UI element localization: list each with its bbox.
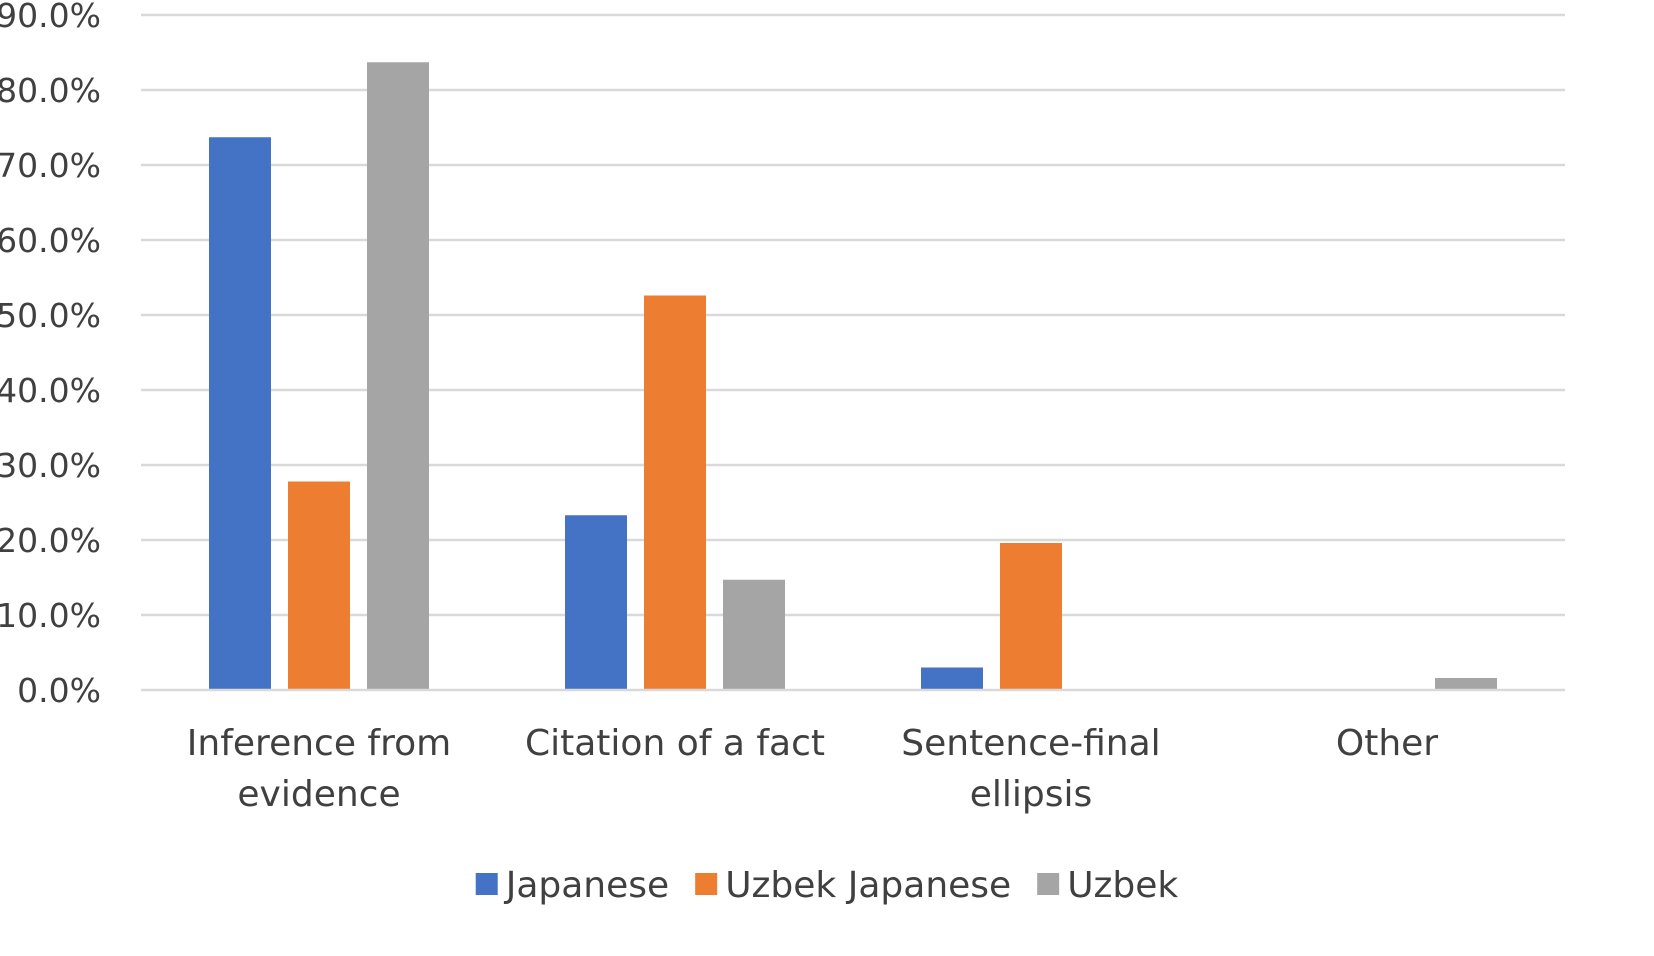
x-tick-label-line: ellipsis bbox=[970, 774, 1093, 815]
bar-uzbek-japanese-0 bbox=[288, 481, 350, 690]
bar-japanese-2 bbox=[921, 667, 983, 690]
bar-uzbek-japanese-1 bbox=[644, 295, 706, 690]
y-tick-label: 60.0% bbox=[0, 221, 101, 260]
bar-uzbek-3 bbox=[1435, 678, 1497, 690]
bar-uzbek-1 bbox=[723, 579, 785, 690]
legend-item-uzbek: Uzbek bbox=[1037, 865, 1178, 906]
y-tick-label: 10.0% bbox=[0, 596, 101, 635]
bar-japanese-0 bbox=[209, 137, 271, 690]
x-axis-tick-labels: Inference from evidence Citation of a fact… bbox=[187, 723, 1439, 815]
y-tick-label: 50.0% bbox=[0, 296, 101, 335]
legend-label: Uzbek Japanese bbox=[725, 865, 1011, 906]
x-tick-label-line: Sentence-final bbox=[901, 723, 1160, 764]
bar-uzbek-japanese-2 bbox=[1000, 543, 1062, 690]
x-tick-label-line: Inference from bbox=[187, 723, 451, 764]
x-tick-label: Other bbox=[1336, 723, 1438, 764]
bar-japanese-1 bbox=[565, 515, 627, 690]
legend-item-uzbek-japanese: Uzbek Japanese bbox=[695, 865, 1011, 906]
y-tick-label: 70.0% bbox=[0, 146, 101, 185]
legend-item-japanese: Japanese bbox=[475, 865, 669, 906]
x-tick-label-line: Citation of a fact bbox=[525, 723, 825, 764]
legend-label: Japanese bbox=[504, 865, 669, 906]
y-tick-label: 90.0% bbox=[0, 0, 101, 35]
x-tick-label: Sentence-final ellipsis bbox=[901, 723, 1160, 815]
bar-uzbek-0 bbox=[367, 62, 429, 690]
y-tick-label: 80.0% bbox=[0, 71, 101, 110]
legend-swatch bbox=[1037, 873, 1060, 895]
legend-swatch bbox=[475, 873, 498, 895]
x-tick-label: Inference from evidence bbox=[187, 723, 451, 815]
x-tick-label: Citation of a fact bbox=[525, 723, 825, 764]
legend-label: Uzbek bbox=[1067, 865, 1178, 906]
x-tick-label-line: Other bbox=[1336, 723, 1438, 764]
y-tick-label: 20.0% bbox=[0, 521, 101, 560]
gridlines bbox=[141, 13, 1565, 617]
legend-swatch bbox=[695, 873, 718, 895]
y-axis-tick-labels: 0.0% 10.0% 20.0% 30.0% 40.0% 50.0% 60.0% 70.0% 8… bbox=[0, 0, 101, 710]
y-tick-label: 40.0% bbox=[0, 371, 101, 410]
x-tick-label-line: evidence bbox=[237, 774, 400, 815]
legend: Japanese Uzbek Japanese Uzbek bbox=[475, 865, 1178, 906]
y-tick-label: 0.0% bbox=[17, 671, 101, 710]
bars bbox=[209, 62, 1497, 690]
y-tick-label: 30.0% bbox=[0, 446, 101, 485]
